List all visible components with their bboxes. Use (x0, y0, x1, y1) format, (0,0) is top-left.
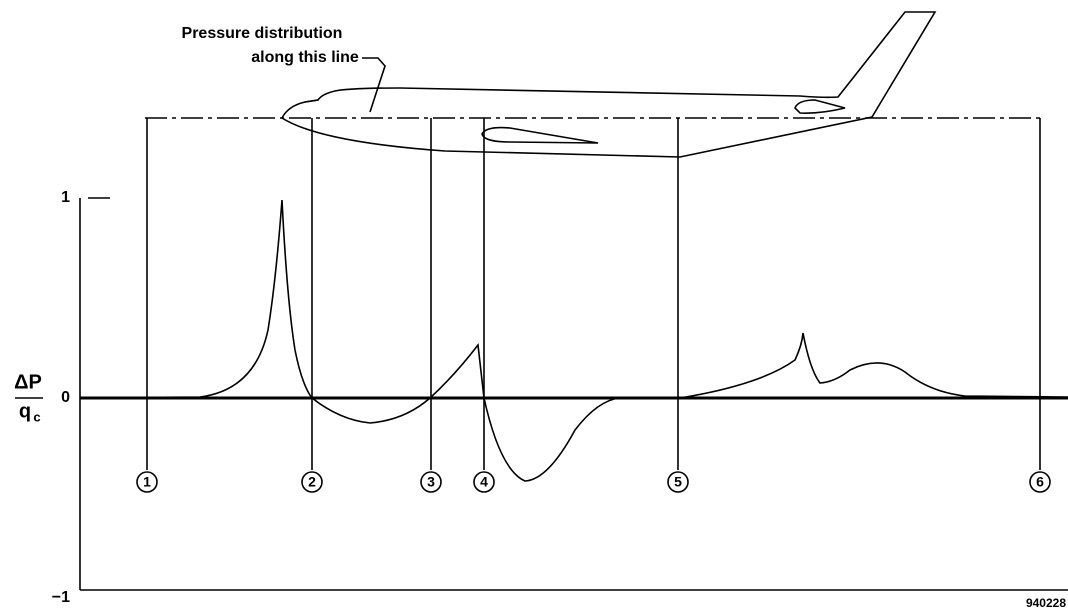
wing (482, 128, 598, 143)
engine (795, 100, 845, 113)
station-label: 1 (143, 474, 151, 490)
station-label: 5 (674, 474, 682, 490)
y-tick-label: 0 (61, 389, 70, 406)
annotation-line2: along this line (251, 49, 359, 66)
station-label: 2 (308, 474, 316, 490)
pressure-curve (80, 200, 1068, 481)
figure-id: 940228 (1026, 596, 1066, 610)
fuselage (282, 12, 935, 157)
axis-numerator: ΔP (14, 371, 42, 393)
axis-denominator: q (19, 400, 31, 422)
axis-subscript: c (33, 409, 40, 424)
leader-line (362, 58, 385, 112)
station-label: 6 (1036, 474, 1044, 490)
cockpit (305, 100, 318, 102)
y-tick-label: 1 (61, 189, 70, 206)
diagram: Pressure distribution along this line 1 … (0, 0, 1068, 613)
station-label: 3 (427, 474, 435, 490)
annotation-line1: Pressure distribution (182, 25, 343, 42)
station-label: 4 (480, 474, 488, 490)
y-tick-label: −1 (52, 589, 70, 606)
